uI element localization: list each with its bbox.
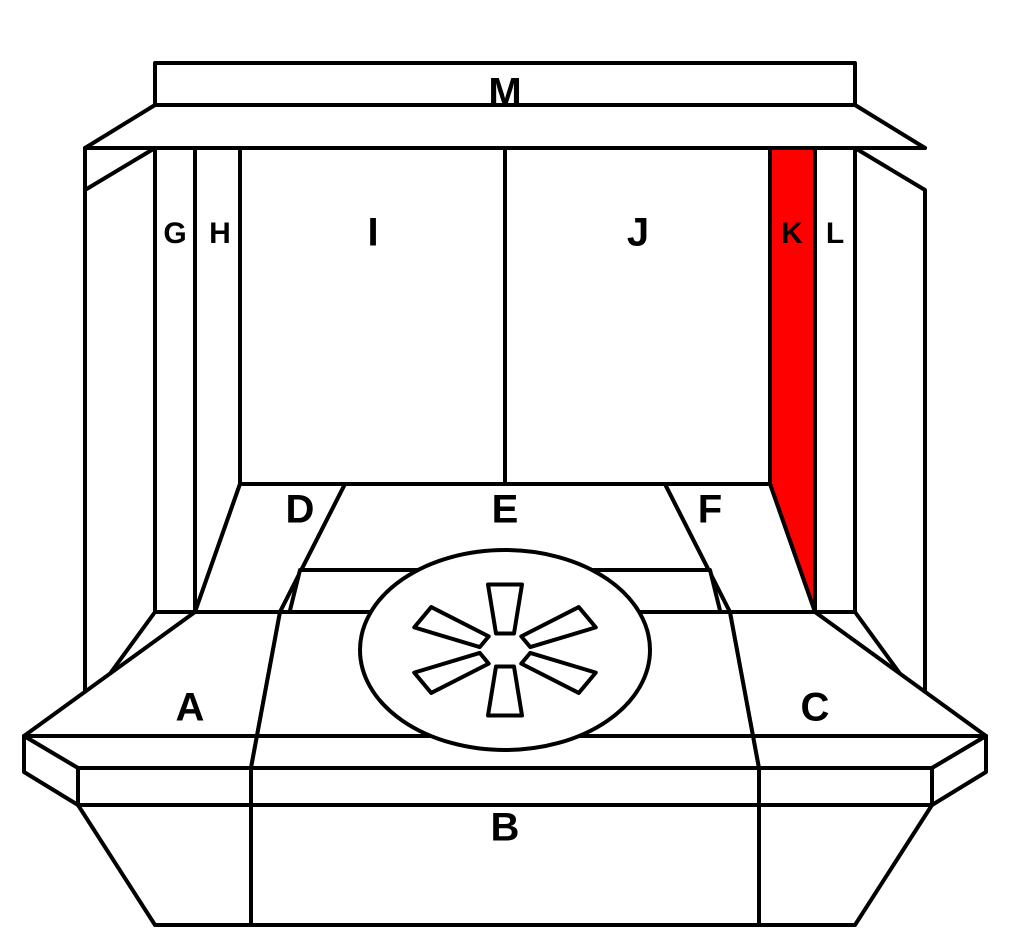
grate: [360, 550, 650, 750]
label-L: L: [826, 217, 844, 250]
panel-I: [240, 148, 505, 484]
fireplace-diagram: A B C D E F GH I J KL M: [0, 0, 1013, 950]
grate-slot-0: [488, 584, 522, 633]
label-I: I: [367, 211, 378, 255]
grate-slot-3: [488, 667, 522, 716]
label-C: C: [801, 686, 830, 730]
label-G: G: [163, 217, 186, 250]
label-K: K: [781, 217, 803, 250]
label-M: M: [488, 71, 521, 115]
label-A: A: [176, 686, 205, 730]
label-J: J: [627, 211, 649, 255]
label-F: F: [698, 488, 722, 532]
label-B: B: [491, 806, 520, 850]
panel-right_outer_prism: [855, 148, 925, 708]
panel-left_outer_prism: [85, 148, 155, 708]
label-E: E: [492, 488, 519, 532]
label-H: H: [209, 217, 231, 250]
label-D: D: [286, 488, 315, 532]
panel-J: [505, 148, 770, 484]
